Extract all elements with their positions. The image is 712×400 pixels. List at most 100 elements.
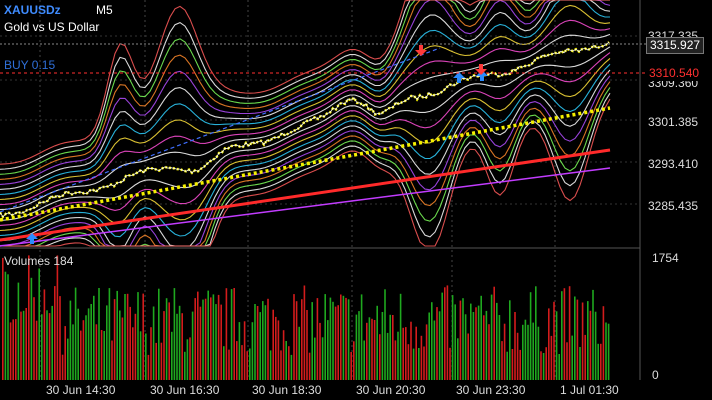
volume-bar [277,320,280,380]
volume-bar [384,289,386,380]
volume-bar [132,327,134,380]
timeframe-label[interactable]: M5 [96,3,113,17]
volume-bar [98,288,100,380]
volume-bar [82,320,85,380]
volume-bar [293,294,295,380]
volume-bar [220,304,222,380]
envelope-band [0,57,611,232]
volume-bar [340,294,342,380]
volume-bar [350,352,352,380]
volume-bar [576,299,579,380]
volume-bar [501,341,503,380]
volume-bar [33,297,35,380]
volume-bar [540,351,542,380]
envelope-band [0,52,611,226]
buy-arrow-icon [26,233,38,244]
volume-bar [17,282,20,380]
volume-bar [522,324,524,380]
sell-arrow-icon [415,45,427,56]
price-series [0,41,610,219]
volume-bar [457,338,459,380]
volume-bar [254,304,256,380]
volume-bar [251,322,254,380]
volume-bar [191,311,194,380]
envelope-band [0,46,611,221]
envelope-band [0,19,611,206]
volume-bar [155,342,157,380]
volume-bar [212,294,215,380]
volume-bar [602,306,605,380]
volume-bar [366,322,368,380]
volume-bar [376,305,378,380]
buy-price-tag: 3310.540 [646,66,703,81]
time-axis-label: 30 Jun 16:30 [150,383,220,397]
envelope-band [0,63,611,238]
symbol-description: Gold vs US Dollar [4,20,100,34]
volume-bar [587,301,589,380]
volume-bar [189,337,191,380]
symbol-label[interactable]: XAUUSDz [4,3,61,17]
volume-bar [314,337,316,380]
volume-bar [160,342,163,380]
volume-bar [80,330,82,380]
volume-bar [145,333,147,380]
trade-arrows [26,45,488,244]
volume-bar [116,290,118,380]
volume-bar [2,257,4,380]
volume-bar [106,305,108,380]
volume-bar [35,320,38,380]
volume-bar [233,288,235,380]
volume-bar [607,323,610,380]
dotted-trend-line [0,106,611,222]
volume-bar [561,291,563,380]
volume-bar [90,304,92,380]
volume-bar [410,321,412,380]
volume-bar [316,298,319,380]
volume-bar [197,291,199,380]
volume-bar [12,319,14,380]
volume-bar [548,308,550,380]
volume-bar [537,326,540,380]
volume-bar [332,301,334,380]
volume-bar [545,347,547,380]
volume-bar [95,324,98,380]
volume-bar [121,317,124,380]
volume-bar [589,310,592,380]
volume-min-label: 0 [652,368,659,382]
volume-bar [267,298,269,380]
volume-bar [4,271,7,380]
volume-bar [402,327,404,380]
volume-bar [147,354,150,380]
volume-bar [303,285,306,380]
volume-bar [126,293,129,380]
price-line [0,41,610,218]
volume-bar [103,331,105,380]
volume-bar [355,314,358,380]
envelope-band [0,0,610,165]
volume-bar [392,315,394,380]
volume-bar [87,308,90,380]
volume-bar [119,310,121,380]
volume-bar [54,286,56,380]
volume-bar [77,308,79,380]
volume-bar [506,351,508,380]
volume-bar [472,312,475,380]
volume-bar [571,335,573,380]
volume-bar [113,299,116,380]
volume-bar [449,347,451,380]
volume-bar [202,299,204,380]
volume-bar [514,312,516,380]
volume-bar [509,300,511,380]
volume-bar [535,286,537,380]
volume-bar [496,302,498,380]
envelope-band [0,0,610,196]
volume-bar [394,340,397,380]
volume-bar [574,296,576,380]
volume-bar [207,290,209,380]
volume-bar [321,337,324,380]
volume-bar [581,302,584,380]
volume-bar [38,268,40,380]
volume-bar [368,317,371,380]
envelope-band [0,98,611,247]
